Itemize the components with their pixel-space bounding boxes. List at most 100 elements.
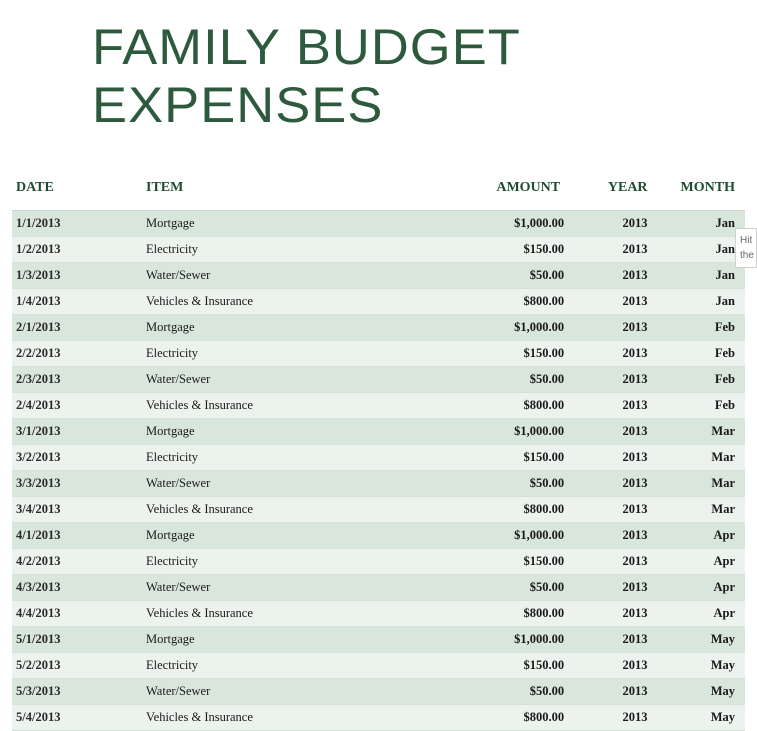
cell-amount: $50.00: [413, 471, 570, 497]
cell-amount: $800.00: [413, 705, 570, 731]
cell-date: 4/3/2013: [12, 575, 142, 601]
table-header-row: DATE ITEM AMOUNT YEAR MONTH: [12, 174, 745, 211]
side-hint-line2: the: [740, 248, 756, 263]
cell-date: 3/3/2013: [12, 471, 142, 497]
cell-item: Mortgage: [142, 315, 413, 341]
table-row: 5/2/2013Electricity$150.002013May: [12, 653, 745, 679]
table-row: 1/4/2013Vehicles & Insurance$800.002013J…: [12, 289, 745, 315]
table-row: 1/3/2013Water/Sewer$50.002013Jan: [12, 263, 745, 289]
cell-month: Apr: [658, 575, 745, 601]
cell-month: Feb: [658, 315, 745, 341]
cell-month: Jan: [658, 289, 745, 315]
cell-amount: $150.00: [413, 653, 570, 679]
cell-amount: $800.00: [413, 289, 570, 315]
cell-date: 4/1/2013: [12, 523, 142, 549]
table-row: 3/1/2013Mortgage$1,000.002013Mar: [12, 419, 745, 445]
table-row: 2/2/2013Electricity$150.002013Feb: [12, 341, 745, 367]
cell-amount: $800.00: [413, 497, 570, 523]
cell-month: Mar: [658, 497, 745, 523]
table-row: 4/1/2013Mortgage$1,000.002013Apr: [12, 523, 745, 549]
side-hint-line1: Hit: [740, 233, 756, 248]
cell-month: Mar: [658, 471, 745, 497]
cell-item: Mortgage: [142, 523, 413, 549]
cell-item: Mortgage: [142, 419, 413, 445]
cell-item: Mortgage: [142, 211, 413, 237]
table-row: 4/3/2013Water/Sewer$50.002013Apr: [12, 575, 745, 601]
table-row: 2/4/2013Vehicles & Insurance$800.002013F…: [12, 393, 745, 419]
cell-year: 2013: [570, 653, 657, 679]
cell-date: 5/3/2013: [12, 679, 142, 705]
col-year: YEAR: [570, 174, 657, 211]
table-row: 2/1/2013Mortgage$1,000.002013Feb: [12, 315, 745, 341]
cell-year: 2013: [570, 471, 657, 497]
cell-date: 2/4/2013: [12, 393, 142, 419]
cell-year: 2013: [570, 627, 657, 653]
cell-date: 2/1/2013: [12, 315, 142, 341]
col-date: DATE: [12, 174, 142, 211]
cell-amount: $50.00: [413, 575, 570, 601]
cell-item: Electricity: [142, 549, 413, 575]
cell-date: 4/2/2013: [12, 549, 142, 575]
table-row: 3/4/2013Vehicles & Insurance$800.002013M…: [12, 497, 745, 523]
cell-month: Mar: [658, 445, 745, 471]
cell-month: Mar: [658, 419, 745, 445]
cell-year: 2013: [570, 289, 657, 315]
col-month: MONTH: [658, 174, 745, 211]
table-row: 3/3/2013Water/Sewer$50.002013Mar: [12, 471, 745, 497]
cell-item: Electricity: [142, 445, 413, 471]
cell-item: Electricity: [142, 653, 413, 679]
cell-amount: $150.00: [413, 549, 570, 575]
cell-year: 2013: [570, 705, 657, 731]
cell-month: May: [658, 705, 745, 731]
cell-date: 5/2/2013: [12, 653, 142, 679]
cell-item: Vehicles & Insurance: [142, 393, 413, 419]
table-row: 4/2/2013Electricity$150.002013Apr: [12, 549, 745, 575]
table-row: 5/4/2013Vehicles & Insurance$800.002013M…: [12, 705, 745, 731]
cell-date: 1/1/2013: [12, 211, 142, 237]
cell-amount: $800.00: [413, 601, 570, 627]
cell-item: Water/Sewer: [142, 679, 413, 705]
table-row: 4/4/2013Vehicles & Insurance$800.002013A…: [12, 601, 745, 627]
cell-date: 1/2/2013: [12, 237, 142, 263]
cell-amount: $1,000.00: [413, 211, 570, 237]
cell-year: 2013: [570, 549, 657, 575]
cell-year: 2013: [570, 263, 657, 289]
table-row: 1/2/2013Electricity$150.002013Jan: [12, 237, 745, 263]
cell-amount: $1,000.00: [413, 627, 570, 653]
cell-date: 5/4/2013: [12, 705, 142, 731]
cell-year: 2013: [570, 419, 657, 445]
cell-item: Vehicles & Insurance: [142, 705, 413, 731]
cell-year: 2013: [570, 679, 657, 705]
cell-month: May: [658, 653, 745, 679]
cell-amount: $150.00: [413, 445, 570, 471]
table-row: 1/1/2013Mortgage$1,000.002013Jan: [12, 211, 745, 237]
cell-amount: $150.00: [413, 341, 570, 367]
cell-year: 2013: [570, 367, 657, 393]
table-row: 2/3/2013Water/Sewer$50.002013Feb: [12, 367, 745, 393]
cell-year: 2013: [570, 497, 657, 523]
cell-date: 2/2/2013: [12, 341, 142, 367]
cell-amount: $1,000.00: [413, 419, 570, 445]
cell-amount: $150.00: [413, 237, 570, 263]
cell-month: May: [658, 679, 745, 705]
cell-item: Vehicles & Insurance: [142, 497, 413, 523]
cell-year: 2013: [570, 211, 657, 237]
cell-year: 2013: [570, 601, 657, 627]
cell-date: 3/1/2013: [12, 419, 142, 445]
cell-month: Feb: [658, 341, 745, 367]
cell-month: May: [658, 627, 745, 653]
page-title: FAMILY BUDGET EXPENSES: [92, 18, 757, 134]
cell-date: 3/4/2013: [12, 497, 142, 523]
table-row: 5/1/2013Mortgage$1,000.002013May: [12, 627, 745, 653]
cell-year: 2013: [570, 237, 657, 263]
cell-item: Water/Sewer: [142, 263, 413, 289]
col-amount: AMOUNT: [413, 174, 570, 211]
budget-sheet: FAMILY BUDGET EXPENSES DATE ITEM AMOUNT …: [0, 18, 757, 731]
cell-amount: $1,000.00: [413, 315, 570, 341]
cell-amount: $50.00: [413, 263, 570, 289]
table-row: 3/2/2013Electricity$150.002013Mar: [12, 445, 745, 471]
cell-month: Apr: [658, 601, 745, 627]
expenses-table: DATE ITEM AMOUNT YEAR MONTH 1/1/2013Mort…: [12, 174, 745, 731]
cell-month: Feb: [658, 367, 745, 393]
cell-item: Electricity: [142, 237, 413, 263]
